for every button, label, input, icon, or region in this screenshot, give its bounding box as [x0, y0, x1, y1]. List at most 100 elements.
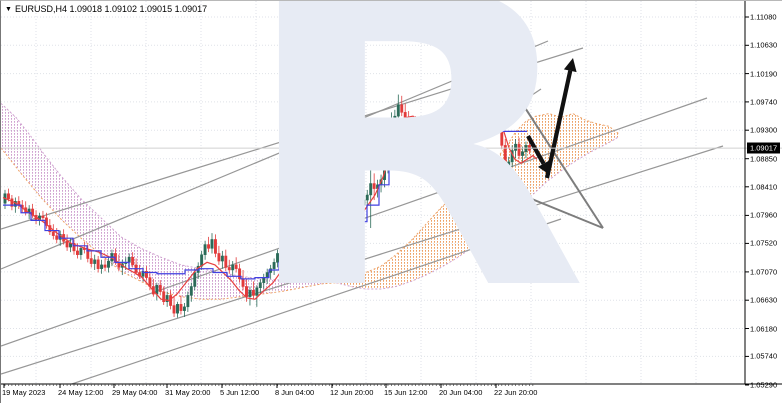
- candle: [396, 104, 400, 117]
- candle: [286, 225, 290, 235]
- candle: [224, 255, 228, 268]
- trendline[interactable]: [386, 139, 604, 229]
- candle: [296, 232, 300, 238]
- price-tick-label: 1.07070: [750, 267, 778, 277]
- candle: [96, 259, 100, 269]
- ichimoku-tenkan-line: [2, 97, 538, 302]
- candle: [189, 286, 193, 296]
- trendline[interactable]: [1, 40, 549, 270]
- candle: [79, 248, 83, 255]
- candle: [289, 225, 293, 230]
- candle: [472, 94, 476, 100]
- time-tick-label: 22 Jun 20:00: [494, 388, 538, 397]
- current-price-badge: 1.09017: [747, 142, 781, 154]
- candle: [172, 305, 176, 314]
- candle: [421, 126, 424, 132]
- candle: [41, 215, 45, 219]
- candle: [393, 115, 397, 119]
- candle: [334, 226, 338, 234]
- candle: [486, 81, 490, 90]
- price-tick-label: 1.07960: [750, 210, 778, 220]
- candle: [7, 193, 10, 200]
- candle: [283, 234, 286, 244]
- forecast-arrow[interactable]: [544, 70, 573, 179]
- plot-area[interactable]: [1, 1, 745, 391]
- candle: [476, 94, 480, 99]
- price-tick-label: 1.10190: [750, 69, 778, 79]
- candle: [469, 99, 473, 108]
- candle: [103, 264, 107, 268]
- candle: [458, 122, 462, 132]
- candle: [131, 257, 135, 266]
- candle: [179, 304, 183, 311]
- candle: [220, 255, 224, 262]
- candle: [276, 253, 280, 263]
- trendline[interactable]: [440, 88, 542, 157]
- candle: [279, 243, 283, 254]
- symbol-dropdown-icon[interactable]: ▼: [5, 6, 12, 13]
- candle: [465, 107, 469, 114]
- trendline[interactable]: [484, 45, 604, 229]
- forecast-arrow[interactable]: [526, 134, 546, 165]
- candle: [341, 204, 345, 220]
- candle: [452, 127, 455, 133]
- candle: [507, 161, 511, 180]
- candle: [231, 264, 235, 271]
- price-tick-label: 1.09740: [750, 97, 778, 107]
- candle: [162, 291, 166, 302]
- candle: [365, 194, 369, 201]
- trendline[interactable]: [1, 47, 584, 230]
- candle: [55, 235, 59, 240]
- time-tick-label: 20 Jun 04:00: [439, 388, 483, 397]
- candle: [331, 232, 335, 238]
- trendline[interactable]: [51, 218, 562, 391]
- price-tick-label: 1.08850: [750, 154, 778, 164]
- candle: [324, 231, 328, 236]
- price-tick-label: 1.10630: [750, 40, 778, 50]
- price-tick-label: 1.09300: [750, 125, 778, 135]
- candle: [207, 244, 211, 249]
- price-tick-label: 1.06180: [750, 324, 778, 333]
- candle: [358, 204, 362, 211]
- candle: [434, 128, 438, 135]
- candle: [414, 123, 418, 131]
- candle: [107, 260, 110, 268]
- candle: [348, 212, 352, 216]
- ichimoku-senkou-line: [1, 103, 337, 284]
- candle: [362, 199, 366, 206]
- candle: [410, 123, 414, 128]
- price-tick-label: 1.05740: [750, 351, 778, 361]
- forecast-arrow-head: [563, 58, 577, 73]
- candle: [303, 234, 307, 240]
- candle: [338, 218, 342, 227]
- candle: [100, 264, 104, 269]
- ichimoku-senkou-line: [335, 136, 620, 290]
- candle: [10, 198, 14, 207]
- candle: [210, 239, 214, 249]
- candle: [310, 237, 314, 244]
- candle: [158, 284, 162, 292]
- ichimoku-kijun-line: [3, 113, 527, 280]
- candle: [407, 119, 411, 128]
- ichimoku-senkou-line: [1, 147, 337, 300]
- ohlc-values: 1.09018 1.09102 1.09015 1.09017: [69, 4, 208, 14]
- candle: [400, 104, 404, 113]
- candle: [238, 268, 242, 280]
- price-tick-label: 1.06630: [750, 295, 778, 305]
- candle: [76, 250, 79, 255]
- candle: [445, 138, 449, 147]
- candle: [255, 287, 259, 296]
- candle: [369, 183, 373, 196]
- time-tick-label: 5 Jun 12:00: [220, 388, 260, 397]
- candle: [182, 306, 186, 311]
- candle: [455, 127, 459, 132]
- trendline[interactable]: [1, 145, 724, 375]
- time-tick-label: 15 Jun 12:00: [384, 388, 428, 397]
- price-tick-label: 1.11080: [750, 12, 777, 22]
- candle: [352, 212, 355, 217]
- time-tick-label: 12 Jun 20:00: [330, 388, 374, 397]
- broker-watermark: R: [237, 0, 589, 380]
- candle: [214, 239, 217, 254]
